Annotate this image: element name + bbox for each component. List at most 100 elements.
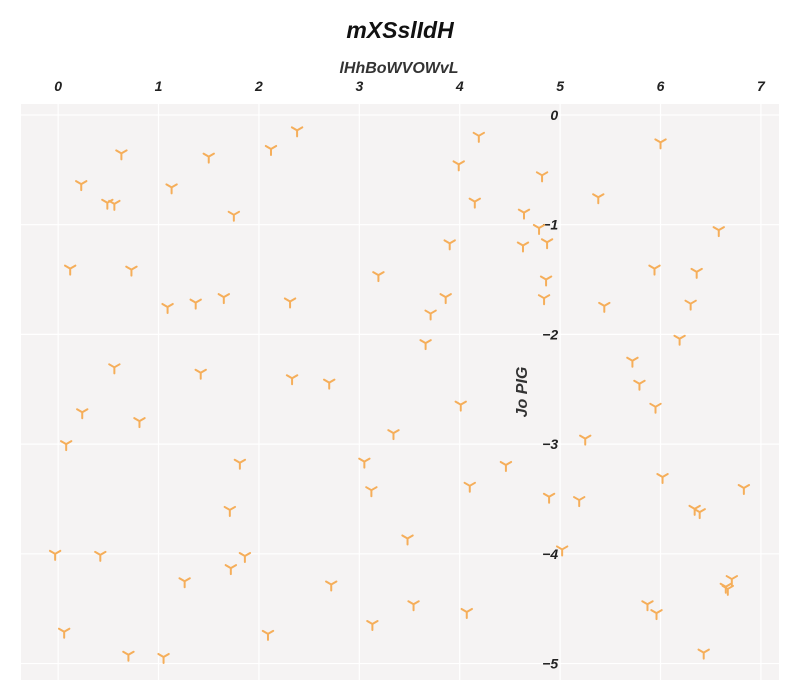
data-point	[157, 652, 170, 664]
y-tick-label: −1	[542, 217, 558, 233]
data-point	[189, 298, 202, 310]
data-point	[178, 577, 191, 589]
data-point	[238, 552, 252, 564]
data-point	[649, 402, 662, 414]
data-point	[648, 264, 661, 276]
data-point	[540, 238, 554, 250]
data-point	[325, 580, 338, 592]
data-point	[439, 293, 452, 305]
data-point	[387, 429, 400, 441]
data-point	[63, 264, 77, 276]
data-point	[592, 193, 605, 205]
data-point	[633, 379, 646, 391]
data-point	[598, 301, 611, 313]
data-point	[573, 496, 586, 508]
data-point	[712, 226, 725, 238]
data-point	[290, 126, 304, 138]
data-point	[125, 265, 138, 277]
data-point	[463, 481, 476, 493]
data-point	[579, 434, 592, 446]
data-point	[535, 171, 549, 183]
data-points	[48, 126, 751, 664]
data-point	[365, 486, 378, 498]
data-point	[108, 199, 121, 211]
data-point	[516, 241, 530, 253]
data-point	[194, 368, 207, 380]
data-point	[555, 545, 569, 557]
data-point	[737, 484, 751, 495]
data-point	[227, 210, 241, 222]
x-tick-label: 0	[54, 78, 62, 94]
data-point	[532, 223, 546, 235]
data-point	[264, 144, 278, 156]
data-point	[542, 492, 556, 504]
y-tick-label: −4	[542, 546, 558, 562]
data-point	[452, 160, 465, 172]
data-point	[419, 339, 432, 351]
data-point	[133, 417, 146, 429]
y-axis-label: Jo PIG	[514, 367, 531, 418]
data-point	[654, 138, 667, 150]
data-point	[721, 584, 734, 596]
y-tick-labels: 0 −1 −2 −3 −4 −5	[542, 107, 558, 672]
x-tick-label: 7	[757, 78, 766, 94]
x-tick-label: 3	[355, 78, 363, 94]
data-point	[673, 334, 686, 346]
data-point	[537, 294, 551, 306]
data-point	[656, 473, 669, 485]
data-point	[59, 440, 73, 452]
x-axis-label: lHhBoWVOWvL	[339, 60, 458, 77]
x-tick-label: 2	[254, 78, 263, 94]
data-point	[626, 356, 639, 368]
data-point	[165, 183, 178, 195]
data-point	[443, 239, 456, 251]
x-tick-label: 6	[657, 78, 665, 94]
grid-lines	[21, 104, 779, 680]
data-point	[372, 271, 385, 283]
y-tick-label: −5	[542, 656, 558, 672]
x-tick-label: 5	[556, 78, 564, 94]
data-point	[57, 627, 71, 639]
data-point	[690, 267, 703, 279]
data-point	[224, 564, 238, 576]
data-point	[108, 363, 121, 375]
data-point	[539, 275, 553, 287]
data-point	[424, 309, 437, 321]
data-point	[460, 607, 473, 619]
data-point	[122, 650, 135, 662]
data-point	[323, 378, 336, 390]
data-point	[697, 648, 710, 660]
data-point	[641, 600, 654, 612]
data-point	[358, 457, 371, 469]
plot-area	[21, 104, 779, 680]
y-tick-label: −3	[542, 436, 558, 452]
data-point	[76, 408, 89, 420]
data-point	[401, 534, 414, 546]
data-point	[454, 400, 467, 412]
x-tick-labels: 0 1 2 3 4 5 6 7	[54, 78, 766, 94]
data-point	[499, 460, 513, 472]
y-tick-label: 0	[550, 107, 558, 123]
data-point	[94, 550, 107, 562]
data-point	[650, 609, 663, 621]
chart-title: mXSslIdH	[346, 17, 454, 43]
data-point	[115, 149, 128, 161]
data-point	[261, 629, 275, 641]
data-point	[407, 600, 420, 612]
data-point	[161, 302, 174, 314]
data-point	[366, 620, 379, 632]
data-point	[202, 152, 215, 164]
data-point	[217, 293, 231, 305]
data-point	[75, 180, 88, 192]
data-point	[468, 197, 481, 209]
data-point	[285, 374, 299, 386]
data-point	[693, 508, 706, 520]
x-tick-label: 1	[155, 78, 163, 94]
data-point	[48, 549, 62, 561]
data-point	[684, 299, 697, 311]
data-point	[233, 458, 247, 470]
x-tick-label: 4	[455, 78, 464, 94]
data-point	[223, 505, 237, 517]
y-tick-label: −2	[542, 326, 558, 342]
